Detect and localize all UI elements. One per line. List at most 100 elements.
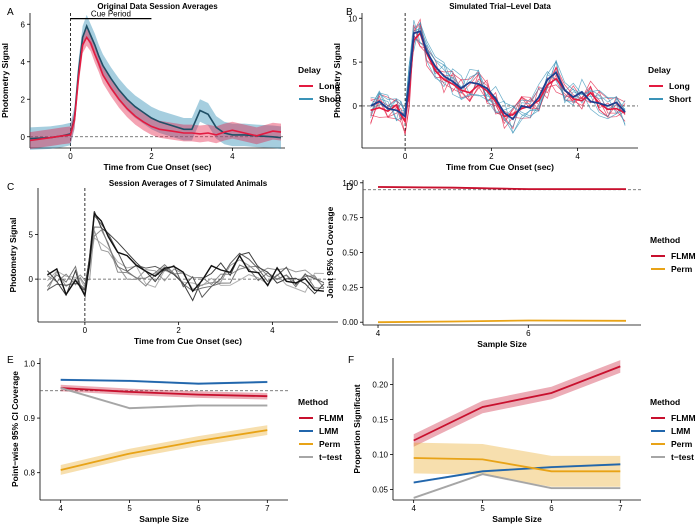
legend-item: Long xyxy=(319,81,340,91)
panel-label: E xyxy=(7,355,14,366)
legend-title: Delay xyxy=(648,65,671,75)
y-tick-label: 6 xyxy=(21,20,26,29)
legend-title: Delay xyxy=(298,65,321,75)
x-tick-label: 0 xyxy=(83,326,88,335)
x-tick-label: 6 xyxy=(549,504,554,513)
y-tick-label: 1.00 xyxy=(342,179,358,188)
x-axis-title: Sample Size xyxy=(139,514,189,524)
y-tick-label: 0 xyxy=(353,102,358,111)
legend-item: t−test xyxy=(319,452,342,462)
animal-line xyxy=(47,211,325,302)
cue-period-label: Cue Period xyxy=(91,10,131,19)
x-axis-title: Time from Cue Onset (sec) xyxy=(446,162,554,172)
series-line-long xyxy=(29,35,282,142)
x-axis-title: Sample Size xyxy=(477,339,527,349)
x-tick-label: 4 xyxy=(270,326,275,335)
legend-item: FLMM xyxy=(319,413,344,423)
series-line-lmm xyxy=(413,463,621,484)
panel-B: 0 2 4 0 5 10 Time from Cue Onset (sec) Photomet… xyxy=(332,2,691,172)
chart-title: Session Averages of 7 Simulated Animals xyxy=(109,179,268,188)
y-tick-label: 1.0 xyxy=(24,359,36,368)
mean-line-short xyxy=(370,30,626,121)
animal-line xyxy=(47,212,324,298)
y-tick-label: 0.8 xyxy=(24,469,36,478)
y-tick-label: 0 xyxy=(21,133,26,142)
x-tick-label: 0 xyxy=(68,152,73,161)
series-line-flmm xyxy=(60,387,268,398)
series-line-flmm xyxy=(413,365,621,442)
y-tick-label: 0 xyxy=(29,275,34,284)
legend: Delay Long Short xyxy=(298,65,341,104)
y-tick-label: 0.05 xyxy=(372,486,388,495)
legend-item: Perm xyxy=(671,264,693,274)
x-tick-label: 6 xyxy=(526,329,531,338)
x-tick-label: 4 xyxy=(376,329,381,338)
y-tick-label: 0.9 xyxy=(24,414,36,423)
panel-label: A xyxy=(7,7,14,18)
y-axis-title: Photometry Signal xyxy=(332,43,342,118)
band-flmm xyxy=(413,360,621,447)
legend-item: FLMM xyxy=(671,413,696,423)
series-line-perm xyxy=(60,429,268,471)
x-tick-label: 5 xyxy=(127,504,132,513)
confidence-band-long xyxy=(30,28,281,149)
y-axis-title: Photometry Signal xyxy=(8,217,18,292)
series-line-ttest xyxy=(413,473,621,499)
panel-label: D xyxy=(346,182,353,193)
y-axis-title: Joint 95% CI Coverage xyxy=(325,206,335,298)
legend-item: LMM xyxy=(671,426,690,436)
chart-title: Original Data Session Averages xyxy=(97,2,218,11)
y-tick-label: 4 xyxy=(21,58,26,67)
y-tick-label: 0.25 xyxy=(342,283,358,292)
animal-line xyxy=(47,214,325,299)
legend: Method FLMM LMM Perm t−test xyxy=(650,397,696,462)
panel-D: 4 6 0.00 0.25 0.50 0.75 1.00 Sample Size Joint 9… xyxy=(325,179,696,349)
legend-item: LMM xyxy=(319,426,338,436)
y-axis-title: Photometry Signal xyxy=(0,43,10,118)
trial-line-short xyxy=(370,20,626,120)
legend-title: Method xyxy=(650,235,680,245)
y-tick-label: 10 xyxy=(348,14,357,23)
x-tick-label: 4 xyxy=(411,504,416,513)
y-tick-label: 5 xyxy=(29,230,34,239)
legend-item: Long xyxy=(669,81,690,91)
legend-title: Method xyxy=(298,397,328,407)
legend-title: Method xyxy=(650,397,680,407)
y-tick-label: 0.00 xyxy=(342,318,358,327)
legend: Method FLMM LMM Perm t−test xyxy=(298,397,344,462)
series-line-lmm xyxy=(60,378,268,385)
x-tick-label: 4 xyxy=(58,504,63,513)
legend-item: Short xyxy=(319,94,341,104)
chart-title: Simulated Trial−Level Data xyxy=(449,2,551,11)
x-tick-label: 2 xyxy=(149,152,154,161)
x-tick-label: 7 xyxy=(618,504,623,513)
panel-F: 4 5 6 7 0.05 0.10 0.15 0.20 Sample Size Proportio… xyxy=(348,355,696,524)
legend-item: t−test xyxy=(671,452,694,462)
y-tick-label: 0.20 xyxy=(372,381,388,390)
legend-item: Perm xyxy=(319,439,341,449)
y-tick-label: 0.75 xyxy=(342,214,358,223)
x-axis-title: Time from Cue Onset (sec) xyxy=(103,162,211,172)
panel-A: 0 2 4 0 2 4 6 Time from Cue Onset (sec) Photomet… xyxy=(0,2,341,172)
legend-item: Short xyxy=(669,94,691,104)
legend: Delay Long Short xyxy=(648,65,691,104)
panel-E: 4 5 6 7 0.8 0.9 1.0 Sample Size Point−wise 95% C… xyxy=(7,355,344,524)
y-tick-label: 0.50 xyxy=(342,249,358,258)
x-axis-title: Sample Size xyxy=(492,514,542,524)
legend-item: FLMM xyxy=(671,251,696,261)
legend: Method FLMM Perm xyxy=(650,235,696,274)
y-axis-title: Proportion Significant xyxy=(352,384,362,473)
y-tick-label: 5 xyxy=(353,58,358,67)
x-tick-label: 0 xyxy=(403,152,408,161)
y-axis-title: Point−wise 95% CI Coverage xyxy=(10,371,20,487)
series-line-perm xyxy=(413,457,621,473)
panel-label: F xyxy=(348,355,354,366)
x-tick-label: 4 xyxy=(575,152,580,161)
panel-label: C xyxy=(7,182,14,193)
x-tick-label: 5 xyxy=(480,504,485,513)
x-tick-label: 7 xyxy=(265,504,270,513)
series-line-perm xyxy=(377,319,627,324)
panel-label: B xyxy=(346,7,353,18)
x-tick-label: 2 xyxy=(176,326,181,335)
